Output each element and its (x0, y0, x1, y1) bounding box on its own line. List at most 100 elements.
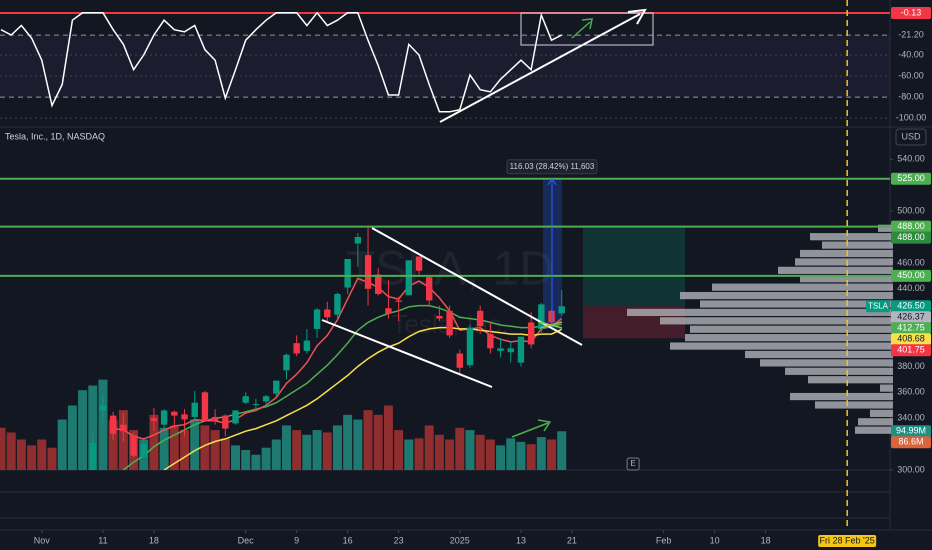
trend-line (321, 319, 493, 388)
x-tick-label: 2025 (450, 535, 470, 545)
volume-bar (169, 425, 179, 470)
volume-bar (506, 438, 516, 470)
candle-body (334, 293, 341, 315)
candle-body (242, 396, 249, 403)
volume-bar (67, 405, 77, 470)
volume-profile-bar (870, 409, 893, 417)
price-label: 408.68 (897, 334, 925, 344)
x-tick-label: 9 (294, 535, 299, 545)
trend-arrow (439, 13, 641, 123)
volume-label: 86.6M (898, 437, 923, 447)
volume-bar (404, 439, 414, 470)
y-tick-label: -21.20 (898, 30, 924, 40)
candle-body (89, 442, 96, 470)
volume-bar (292, 430, 302, 470)
volume-profile-bar (670, 342, 893, 350)
price-label-bg (891, 269, 931, 282)
volume-bar (373, 414, 383, 470)
volume-bar (230, 445, 240, 470)
volume-bar (210, 430, 220, 470)
currency[interactable]: USD (901, 131, 921, 141)
volume-bar (271, 439, 281, 470)
volume-bar (536, 437, 546, 470)
candle-body (344, 259, 351, 288)
volume-profile-bar (880, 384, 893, 392)
volume-bar (251, 454, 261, 470)
volume-bar (200, 425, 210, 470)
candle-body (436, 315, 443, 319)
cross-mark (539, 321, 563, 329)
candle-body (456, 353, 463, 368)
y-tick-label: 340.00 (897, 413, 925, 423)
volume-bar (465, 430, 475, 470)
candle-body (283, 354, 290, 371)
y-tick-label: -80.00 (898, 91, 924, 101)
volume-bar (0, 427, 6, 470)
price-label: 426.50 (897, 301, 925, 311)
candle-body (130, 435, 137, 456)
price-label-bg (891, 311, 931, 324)
volume-bar (485, 439, 495, 470)
x-tick-label: 18 (149, 535, 159, 545)
volume-profile-bar (795, 258, 893, 266)
green-arrow (571, 18, 593, 39)
volume-profile-bar (790, 392, 893, 401)
candle-body (232, 410, 239, 424)
candle-body (324, 309, 331, 318)
oscillator-line (0, 11, 563, 113)
oscillator-band (0, 35, 890, 98)
candle-body (354, 237, 362, 244)
volume-profile-bar (858, 418, 893, 426)
x-tick-label: Dec (238, 535, 255, 545)
price-label-bg (891, 300, 931, 313)
candle-body (364, 255, 372, 289)
price-label-bg (891, 344, 931, 357)
position-target (583, 226, 685, 307)
volume-bar (57, 419, 67, 470)
volume-bar (312, 430, 322, 470)
candle-body (425, 277, 433, 301)
candle-body (558, 306, 565, 314)
price-label: 450.00 (897, 270, 925, 280)
x-tick-label: Feb (656, 535, 672, 545)
candle-body (385, 308, 392, 314)
volume-profile-bar (800, 275, 893, 283)
price-label: 412.75 (897, 323, 925, 333)
volume-bar (149, 414, 159, 470)
volume-bar (88, 385, 98, 470)
volume-bar (180, 430, 190, 470)
candle-body (497, 348, 504, 351)
volume-bar (455, 427, 465, 470)
volume-bar (241, 450, 251, 470)
earnings-marker (626, 457, 640, 471)
volume-bar (16, 439, 26, 470)
candle-body (487, 334, 494, 349)
volume-bar (424, 425, 434, 470)
volume-bar (78, 390, 88, 470)
currency-button[interactable] (895, 128, 927, 146)
volume-bar (302, 434, 312, 470)
candle-body (527, 322, 535, 345)
green-arrow (511, 419, 552, 438)
volume-profile-bar (778, 266, 893, 274)
candle-body (415, 256, 423, 271)
y-tick-label: 440.00 (897, 283, 925, 293)
drawn-rectangle (520, 12, 654, 46)
candle-body (191, 402, 198, 417)
level-label-bg (891, 6, 931, 19)
volume-bar (37, 439, 47, 470)
candle-body (375, 274, 382, 294)
volume-bar (27, 445, 37, 470)
measure-label: 116.03 (28.42%) 11,603 (510, 162, 595, 171)
x-tick-label: 16 (343, 535, 353, 545)
volume-bar (445, 439, 455, 470)
cursor-label-bg (818, 535, 877, 547)
y-tick-label: -60.00 (898, 70, 924, 80)
y-tick-label: 360.00 (897, 387, 925, 397)
x-tick-label: 18 (761, 535, 771, 545)
symbol-tag-bg (866, 300, 890, 313)
volume-profile-bar (685, 334, 893, 342)
x-tick-label: 11 (98, 535, 107, 545)
x-tick-label: 10 (710, 535, 720, 545)
